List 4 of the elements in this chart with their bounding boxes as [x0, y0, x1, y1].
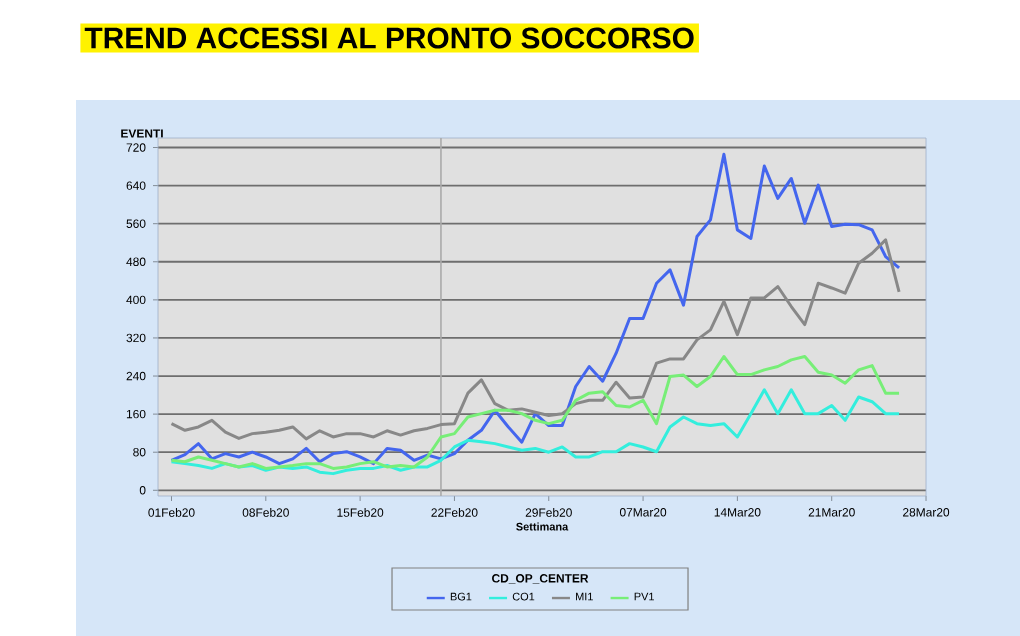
line-series: [169, 388, 901, 476]
line-series: [169, 152, 901, 466]
chart-title: TREND ACCESSI AL PRONTO SOCCORSO: [84, 27, 694, 49]
line-series: [169, 238, 901, 441]
